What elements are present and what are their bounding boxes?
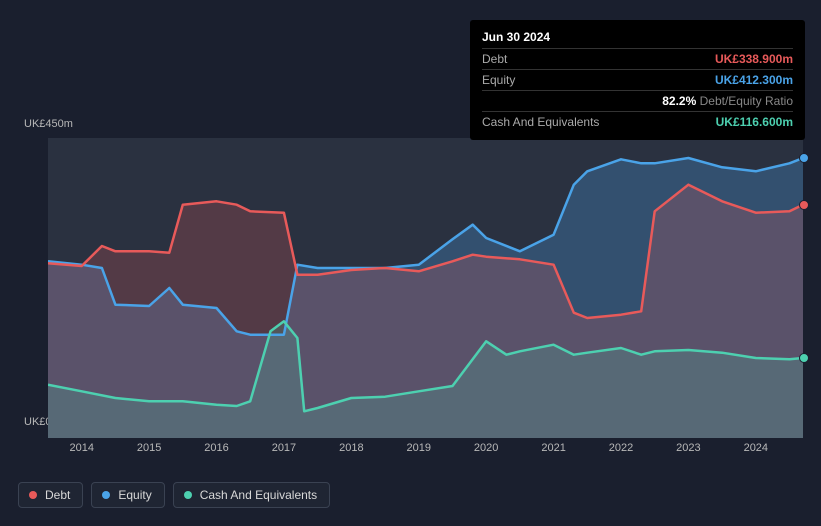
chart-svg <box>48 138 803 438</box>
x-axis-tick: 2022 <box>609 442 633 454</box>
x-axis-tick: 2015 <box>137 442 161 454</box>
series-end-marker-icon <box>799 353 809 363</box>
legend-dot-icon <box>184 491 192 499</box>
x-axis-tick: 2018 <box>339 442 363 454</box>
chart-area: UK£450m UK£0 201420152016201720182019202… <box>18 118 808 460</box>
x-axis-tick: 2021 <box>541 442 565 454</box>
series-end-marker-icon <box>799 153 809 163</box>
x-axis: 2014 2015 2016 2017 2018 2019 2020 2021 2022 2023… <box>48 442 803 460</box>
legend-dot-icon <box>29 491 37 499</box>
x-axis-tick: 2017 <box>272 442 296 454</box>
tooltip-ratio-pct: 82.2% <box>662 94 696 108</box>
x-axis-tick: 2014 <box>69 442 93 454</box>
legend-label: Debt <box>45 488 70 502</box>
tooltip-row-equity: Equity UK£412.300m <box>482 69 793 90</box>
tooltip-label-cash: Cash And Equivalents <box>482 115 599 129</box>
legend-item-cash[interactable]: Cash And Equivalents <box>173 482 330 508</box>
tooltip-value-debt: UK£338.900m <box>715 52 793 66</box>
tooltip-ratio: 82.2% Debt/Equity Ratio <box>662 94 793 108</box>
series-end-marker-icon <box>799 200 809 210</box>
chart-container: Jun 30 2024 Debt UK£338.900m Equity UK£4… <box>0 0 821 526</box>
tooltip-value-equity: UK£412.300m <box>715 73 793 87</box>
y-axis-label-top: UK£450m <box>24 118 73 130</box>
legend-label: Equity <box>118 488 151 502</box>
tooltip-ratio-label: Debt/Equity Ratio <box>700 94 793 108</box>
x-axis-tick: 2020 <box>474 442 498 454</box>
tooltip-row-debt: Debt UK£338.900m <box>482 48 793 69</box>
chart-tooltip: Jun 30 2024 Debt UK£338.900m Equity UK£4… <box>470 20 805 140</box>
tooltip-date: Jun 30 2024 <box>482 28 793 48</box>
legend-label: Cash And Equivalents <box>200 488 317 502</box>
tooltip-label-debt: Debt <box>482 52 507 66</box>
tooltip-row-ratio: 82.2% Debt/Equity Ratio <box>482 90 793 111</box>
plot-region[interactable] <box>48 138 803 438</box>
tooltip-value-cash: UK£116.600m <box>716 115 793 129</box>
x-axis-tick: 2019 <box>407 442 431 454</box>
x-axis-tick: 2023 <box>676 442 700 454</box>
legend-dot-icon <box>102 491 110 499</box>
legend-item-debt[interactable]: Debt <box>18 482 83 508</box>
tooltip-label-equity: Equity <box>482 73 515 87</box>
x-axis-tick: 2016 <box>204 442 228 454</box>
tooltip-row-cash: Cash And Equivalents UK£116.600m <box>482 111 793 132</box>
legend-item-equity[interactable]: Equity <box>91 482 164 508</box>
x-axis-tick: 2024 <box>744 442 768 454</box>
legend: Debt Equity Cash And Equivalents <box>18 482 330 508</box>
